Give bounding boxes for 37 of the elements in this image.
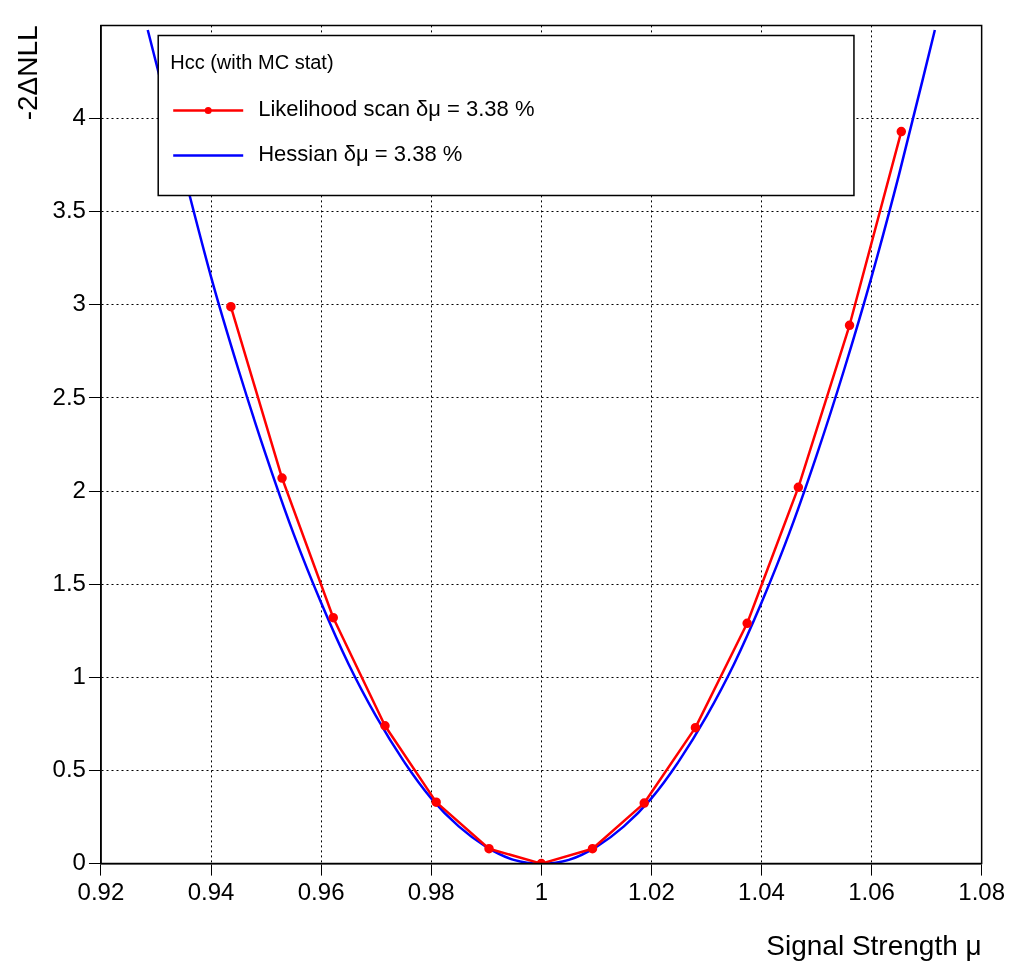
point xyxy=(742,618,752,629)
x-tick-label: 0.94 xyxy=(187,877,235,905)
y-tick-label: 0 xyxy=(72,848,86,876)
point xyxy=(844,320,855,331)
point xyxy=(484,843,494,854)
point xyxy=(226,301,236,312)
x-tick-label: 0.96 xyxy=(297,877,345,905)
x-tick-label: 0.98 xyxy=(407,877,455,905)
point xyxy=(277,473,287,483)
legend-label: Hessian δμ = 3.38 % xyxy=(258,141,463,167)
x-tick-label: 0.92 xyxy=(77,877,125,905)
x-tick-label: 1.08 xyxy=(958,877,1005,905)
y-tick-label: 4 xyxy=(72,103,86,131)
line-series xyxy=(146,28,937,864)
x-tick-label: 1.04 xyxy=(738,877,785,905)
y-tick-label: 1 xyxy=(72,661,86,689)
x-axis-title: Signal Strength μ xyxy=(766,929,982,961)
legend-label: Likelihood scan δμ = 3.38 % xyxy=(258,96,535,122)
point xyxy=(587,843,598,854)
point xyxy=(431,797,441,807)
x-tick-label: 1.06 xyxy=(848,877,895,905)
y-tick-label: 3.5 xyxy=(52,196,86,224)
point xyxy=(380,721,390,731)
point xyxy=(328,612,338,623)
point xyxy=(690,722,701,733)
point xyxy=(793,482,804,493)
y-tick-label: 3 xyxy=(72,289,86,317)
y-tick-label: 0.5 xyxy=(52,755,86,783)
point xyxy=(896,126,907,137)
y-tick-label: 1.5 xyxy=(52,568,86,596)
y-tick-label: 2 xyxy=(72,475,86,503)
y-tick-label: 2.5 xyxy=(52,382,86,410)
x-tick-label: 1.02 xyxy=(628,877,675,905)
legend-title: Hcc (with MC stat) xyxy=(170,50,334,73)
x-tick-label: 1 xyxy=(534,877,548,905)
point xyxy=(639,798,649,808)
y-axis-title: -2ΔNLL xyxy=(11,25,43,121)
